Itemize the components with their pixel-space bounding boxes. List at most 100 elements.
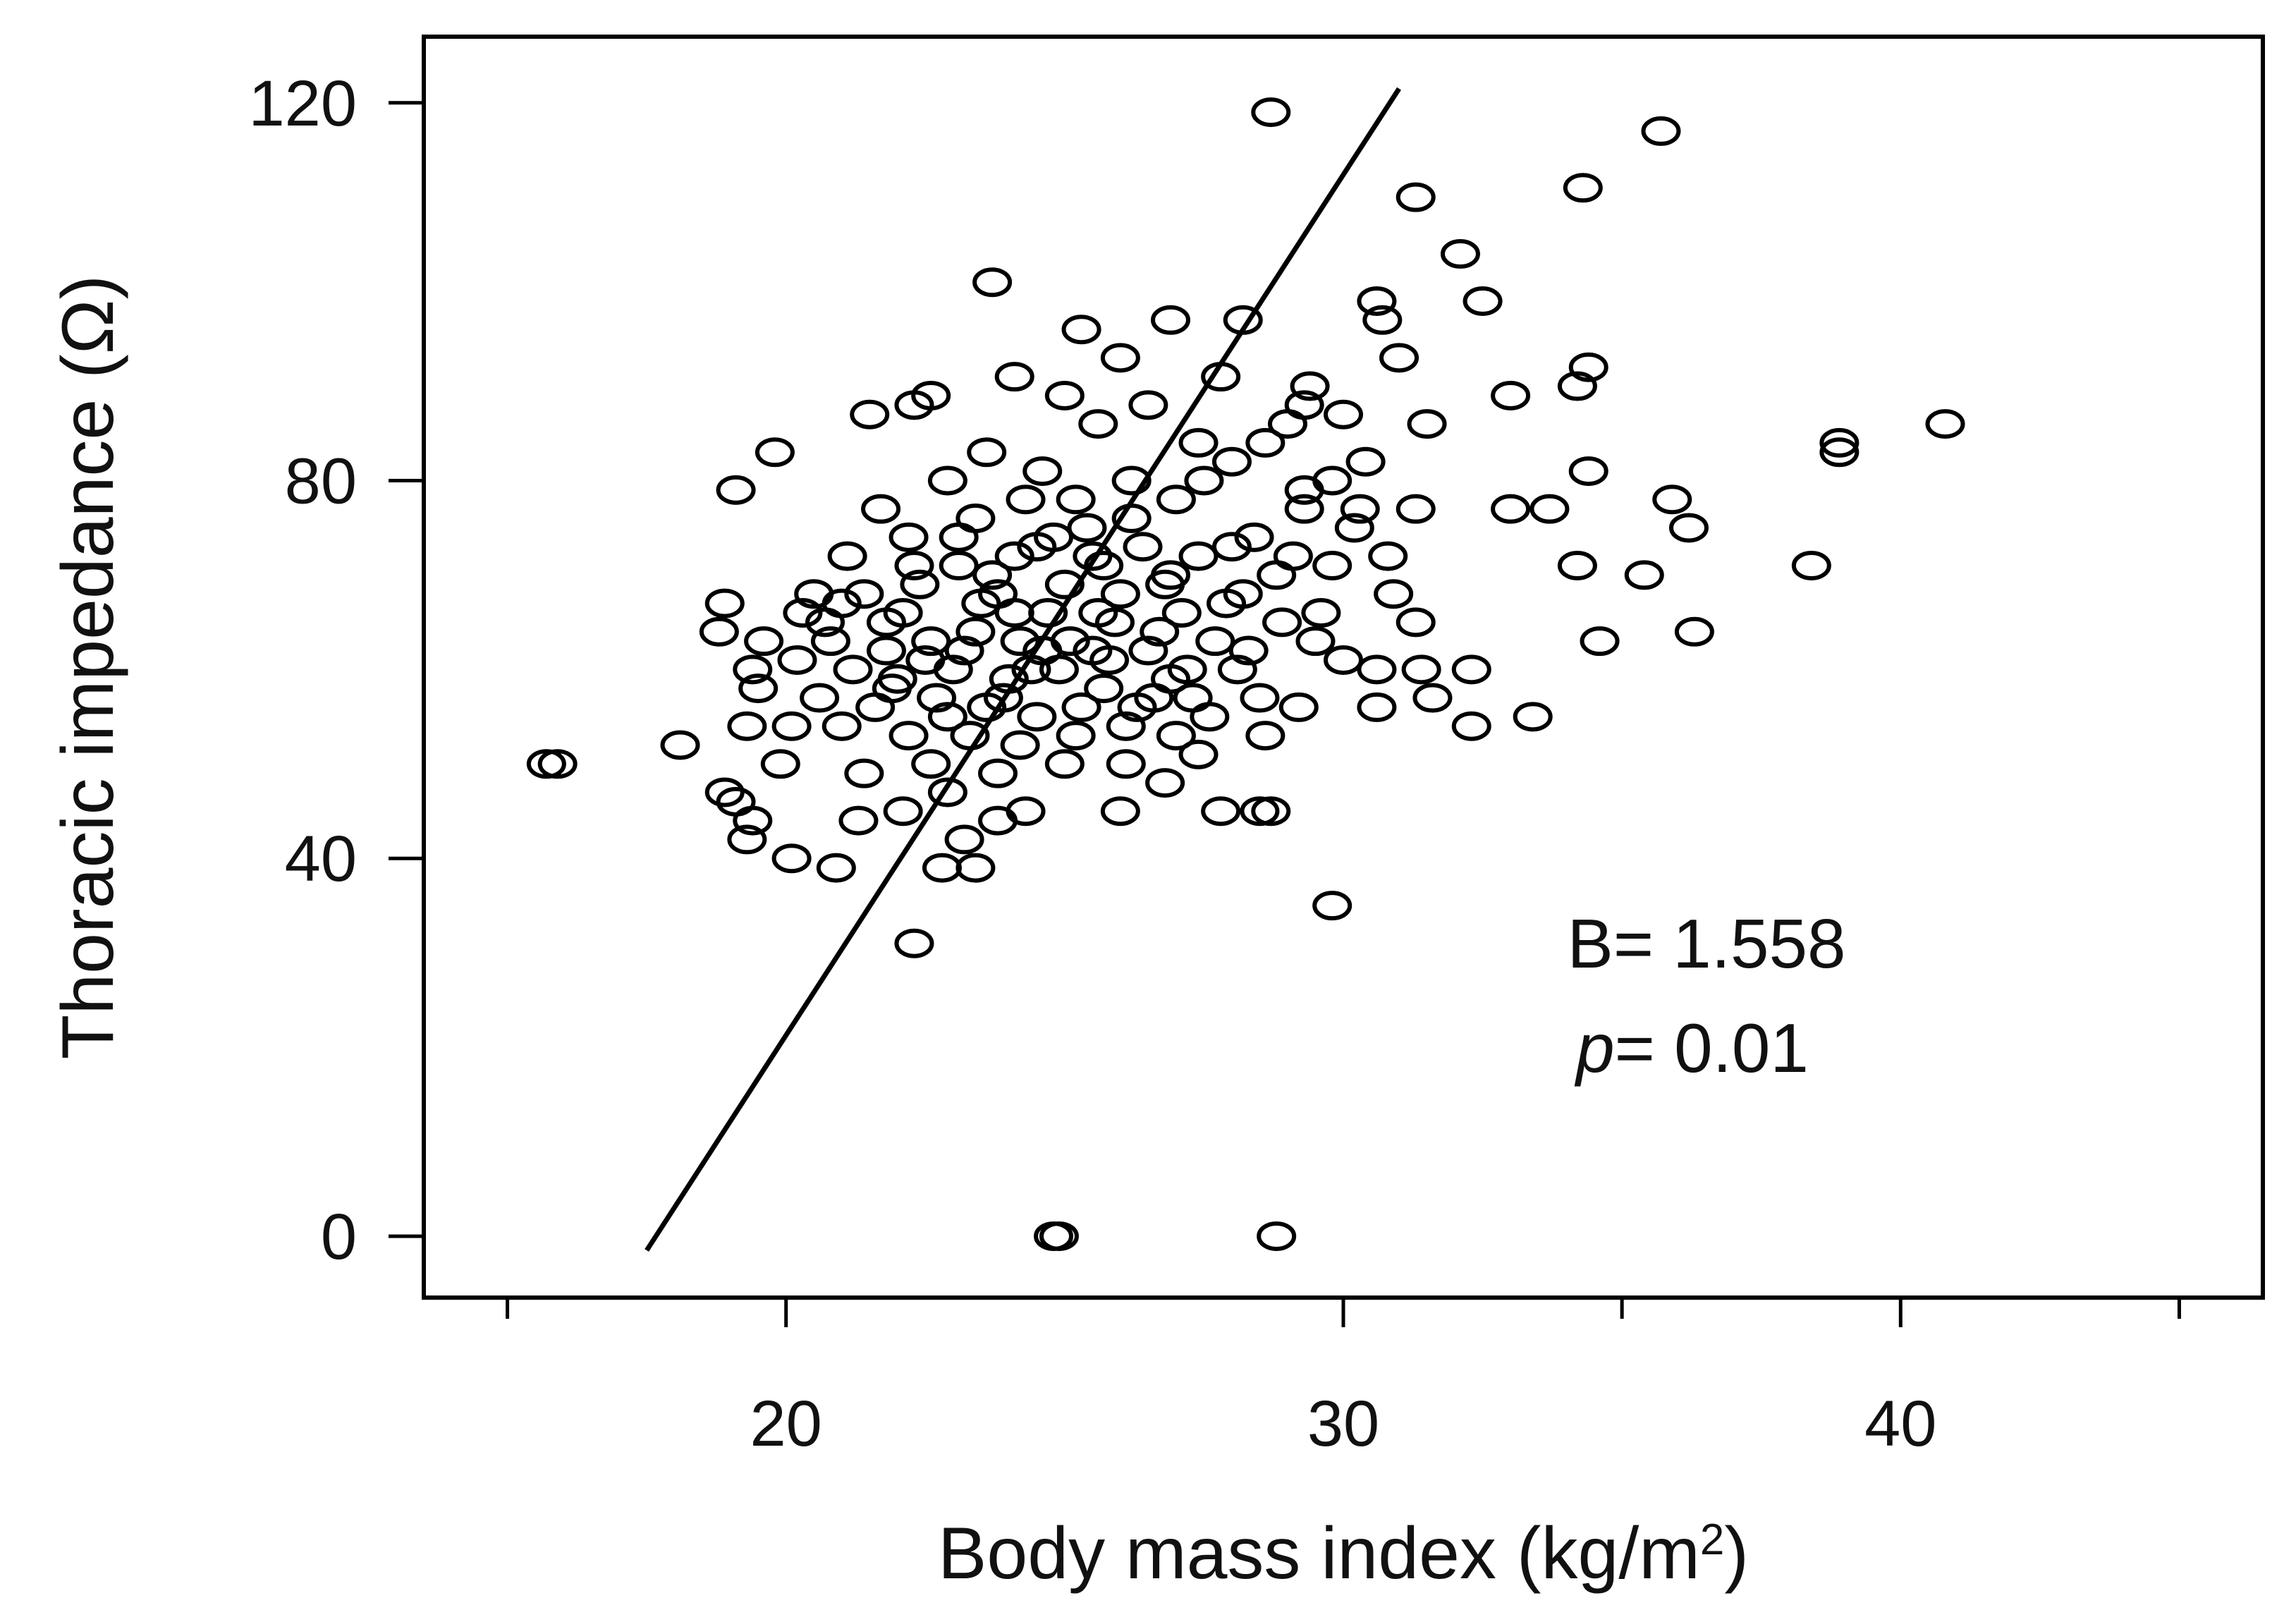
- scatter-point: [1819, 427, 1860, 458]
- scatter-point: [1345, 446, 1386, 477]
- scatter-point: [1295, 626, 1336, 657]
- scatter-point: [1111, 465, 1152, 496]
- scatter-point: [994, 362, 1034, 392]
- data-points: [526, 97, 1965, 1251]
- scatter-point: [771, 843, 812, 874]
- scatter-point: [1151, 305, 1191, 335]
- scatter-point: [1106, 749, 1146, 779]
- scatter-point: [861, 494, 901, 524]
- scatter-point: [526, 749, 566, 779]
- scatter-point: [944, 635, 984, 666]
- scatter-point: [1039, 1221, 1079, 1251]
- scatter-point: [1491, 380, 1531, 410]
- scatter-point: [1563, 173, 1603, 203]
- scatter-point: [716, 475, 756, 505]
- scatter-point: [1513, 702, 1553, 732]
- scatter-point: [961, 588, 1001, 618]
- scatter-point: [1017, 702, 1057, 732]
- scatter-point: [1819, 437, 1860, 468]
- scatter-point: [1396, 182, 1436, 212]
- scatter-point: [1357, 286, 1397, 317]
- scatter-point: [1134, 683, 1174, 713]
- scatter-point: [1211, 532, 1252, 562]
- scatter-point: [1290, 371, 1330, 401]
- scatter-point: [1178, 739, 1219, 769]
- regression-line-group: [645, 87, 1401, 1252]
- scatter-point: [1379, 343, 1419, 373]
- x-axis-title-close: ): [1724, 1513, 1749, 1594]
- scatter-point: [911, 626, 951, 657]
- scatter-point: [1652, 484, 1692, 515]
- scatter-point: [838, 805, 879, 836]
- y-tick-label: 80: [285, 445, 357, 517]
- scatter-point: [1357, 654, 1397, 685]
- scatter-point: [1044, 569, 1085, 599]
- scatter-point: [755, 437, 795, 468]
- scatter-point: [1140, 616, 1180, 647]
- scatter-point: [1624, 560, 1664, 590]
- scatter-point: [800, 683, 840, 713]
- scatter-point: [1006, 484, 1046, 515]
- scatter-point: [900, 569, 940, 599]
- scatter-point: [1167, 654, 1207, 685]
- scatter-point: [1056, 721, 1096, 751]
- annotation-p: p= 0.01: [1574, 1009, 1809, 1087]
- scatter-point: [660, 730, 700, 760]
- regression-line: [645, 87, 1401, 1252]
- scatter-point: [917, 683, 957, 713]
- scatter-point: [844, 758, 884, 788]
- scatter-point: [939, 522, 979, 552]
- scatter-point: [955, 504, 996, 534]
- scatter-point: [744, 626, 784, 657]
- scatter-point: [1251, 97, 1291, 128]
- scatter-point: [994, 541, 1034, 571]
- annotation-p-label: p: [1574, 1009, 1615, 1087]
- scatter-point: [1412, 683, 1453, 713]
- scatter-point: [1178, 427, 1219, 458]
- scatter-point: [1641, 116, 1681, 146]
- scatter-point: [1178, 541, 1219, 571]
- scatter-point: [972, 267, 1013, 298]
- scatter-point: [1491, 494, 1531, 524]
- scatter-point: [1184, 465, 1224, 496]
- scatter-point: [1407, 409, 1447, 439]
- scatter-point: [972, 560, 1013, 590]
- scatter-point: [1580, 626, 1620, 657]
- scatter-point: [883, 796, 923, 827]
- scatter-point: [1044, 749, 1085, 779]
- scatter-point: [866, 607, 906, 638]
- scatter-point: [894, 390, 934, 420]
- scatter-point: [810, 626, 850, 657]
- scatter-point: [760, 749, 800, 779]
- scatter-point: [1234, 522, 1274, 552]
- scatter-point: [1084, 673, 1124, 704]
- scatter-point: [1050, 626, 1090, 657]
- scatter-point: [1284, 475, 1324, 505]
- scatter-point: [1211, 446, 1252, 477]
- scatter-point: [1324, 645, 1363, 675]
- scatter-point: [967, 437, 1007, 468]
- scatter-point: [978, 805, 1018, 836]
- x-tick-label: 40: [1864, 1388, 1936, 1460]
- scatter-point: [1145, 768, 1185, 798]
- scatter-point: [1100, 579, 1140, 609]
- scatter-point: [1568, 456, 1608, 487]
- y-tick-label: 0: [321, 1201, 357, 1273]
- annotation-b: B= 1.558: [1567, 905, 1845, 982]
- scatter-point: [1245, 721, 1286, 751]
- scatter-point: [1100, 343, 1140, 373]
- scatter-point: [1925, 409, 1965, 439]
- scatter-point: [927, 465, 967, 496]
- scatter-point: [794, 579, 834, 609]
- scatter-point: [1312, 891, 1352, 921]
- scatter-point: [537, 749, 578, 779]
- scatter-point: [894, 928, 934, 958]
- scatter-point: [894, 551, 934, 581]
- scatter-point: [922, 853, 962, 883]
- scatter-point: [1284, 494, 1324, 524]
- scatter-point: [1529, 494, 1570, 524]
- scatter-point: [1301, 597, 1341, 628]
- scatter-point: [994, 597, 1034, 628]
